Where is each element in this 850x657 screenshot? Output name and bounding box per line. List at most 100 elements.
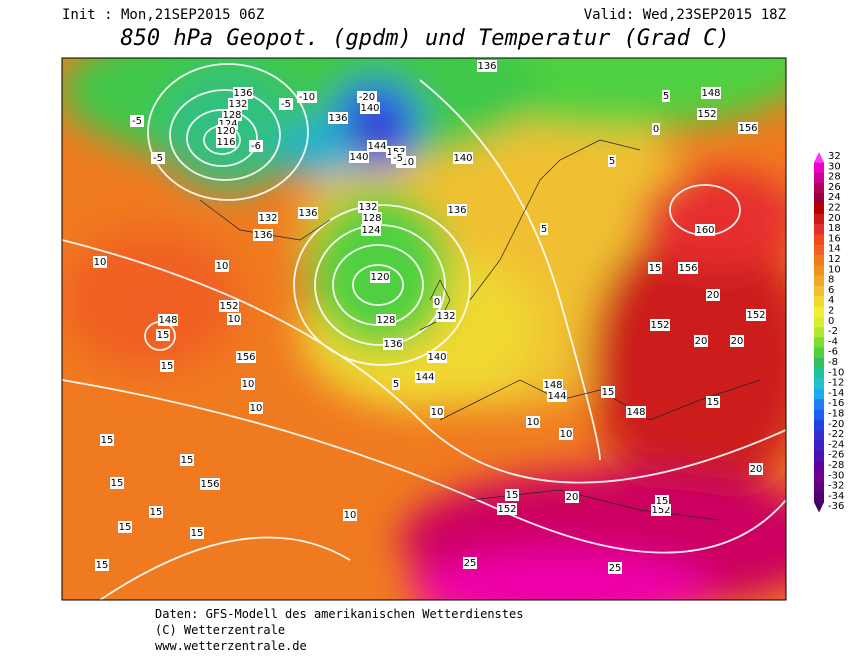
contour-label: 25 [609, 563, 622, 574]
contour-label: 10 [431, 407, 444, 418]
contour-label: 136 [298, 208, 317, 219]
contour-label: 10 [228, 314, 241, 325]
contour-label-box [118, 521, 132, 533]
colorbar-label: 24 [828, 192, 841, 203]
colorbar-label: -36 [828, 501, 844, 512]
contour-label-box [362, 212, 382, 224]
contour-label-box [706, 289, 720, 301]
contour-label: 124 [218, 119, 237, 130]
contour-label: 10 [344, 510, 357, 521]
contour-label-box [236, 351, 256, 363]
contour-label-box [258, 212, 278, 224]
contour-label: -5 [153, 153, 163, 164]
contour-label-box [233, 87, 253, 99]
contour-label-box [216, 136, 236, 148]
contour-label: 15 [602, 387, 615, 398]
colorbar-label: -16 [828, 398, 844, 409]
contour-label: 10 [527, 417, 540, 428]
colorbar-swatch [814, 368, 824, 379]
contour-label: 152 [697, 109, 716, 120]
contour-label-box [447, 204, 467, 216]
copyright: (C) Wetterzentrale [155, 623, 285, 637]
contour-label-box [678, 262, 698, 274]
contour-label-box [383, 338, 403, 350]
contour-label: 20 [707, 290, 720, 301]
contour-label-box [130, 115, 144, 127]
contour-label-box [749, 463, 763, 475]
contour-label: 152 [746, 310, 765, 321]
colorbar-swatch [814, 193, 824, 204]
contour-label: 10 [242, 379, 255, 390]
colorbar-swatch [814, 419, 824, 431]
contour-label: 148 [158, 315, 177, 326]
contour-label-box [701, 87, 721, 99]
colorbar-label: -28 [828, 460, 844, 471]
colorbar-swatch [814, 275, 824, 287]
contour-label: 20 [566, 492, 579, 503]
colorbar-swatch [814, 285, 824, 297]
contour-label: 144 [547, 391, 566, 402]
contour-label-box [697, 108, 717, 120]
contour-label: 20 [695, 336, 708, 347]
contour-label: 152 [651, 505, 670, 516]
colorbar-label: -24 [828, 439, 844, 450]
contour-label: 20 [750, 464, 763, 475]
contour-label-box [453, 152, 473, 164]
colorbar-swatch [814, 316, 824, 328]
contour-label-box [497, 503, 517, 515]
colorbar-label: 0 [828, 316, 834, 327]
colorbar-swatch [814, 481, 824, 493]
contour-label: 0 [434, 297, 440, 308]
contour-label: 148 [626, 407, 645, 418]
contour-label-box [547, 390, 567, 402]
colorbar-label: -12 [828, 378, 844, 389]
contour-label: 132 [358, 202, 377, 213]
contour-label-box [215, 260, 229, 272]
contour-label-box [216, 125, 236, 137]
contour-label-box [249, 140, 263, 152]
contour-label: 10 [560, 429, 573, 440]
colorbar-label: -14 [828, 388, 844, 399]
colorbar-swatch [814, 182, 824, 194]
contour-label-box [652, 123, 660, 135]
contour-label-box [543, 379, 563, 391]
contour-label: 128 [376, 315, 395, 326]
contour-label-box [360, 102, 380, 114]
contour-label-box [297, 91, 317, 103]
contour-label-box [648, 262, 662, 274]
contour-label-box [298, 207, 318, 219]
colorbar-label: 8 [828, 275, 834, 286]
colorbar-label: 14 [828, 244, 841, 255]
contour-label: 116 [216, 137, 235, 148]
colorbar-swatch [814, 347, 824, 359]
contour-label-box [358, 201, 378, 213]
contour-label: 10 [94, 257, 107, 268]
contour-label-box [93, 256, 107, 268]
contour-label: 148 [543, 380, 562, 391]
colorbar-label: -34 [828, 491, 844, 502]
contour-label: 124 [361, 225, 380, 236]
colorbar-label: -2 [828, 326, 838, 337]
contour-label-box [526, 416, 540, 428]
colorbar-cap [814, 502, 824, 513]
contour-label-box [219, 300, 239, 312]
contour-label: 15 [119, 522, 132, 533]
colorbar-swatch [814, 203, 824, 215]
contour-label-box [370, 271, 390, 283]
contour-label: 5 [541, 224, 547, 235]
contour-label-box [328, 112, 348, 124]
colorbar-swatch [814, 244, 824, 256]
colorbar-label: -10 [828, 367, 844, 378]
contour-label-box [343, 509, 357, 521]
contour-label: 156 [200, 479, 219, 490]
contour-label: 156 [236, 352, 255, 363]
contour-label-box [158, 314, 178, 326]
contour-label-box [662, 90, 670, 102]
contour-label-box [228, 98, 248, 110]
contour-label: 15 [101, 435, 114, 446]
contour-label-box [392, 378, 400, 390]
colorbar-swatch [814, 162, 824, 173]
contour-label-box [463, 557, 477, 569]
colorbar-swatch [814, 409, 824, 421]
contour-label-box [391, 152, 405, 164]
